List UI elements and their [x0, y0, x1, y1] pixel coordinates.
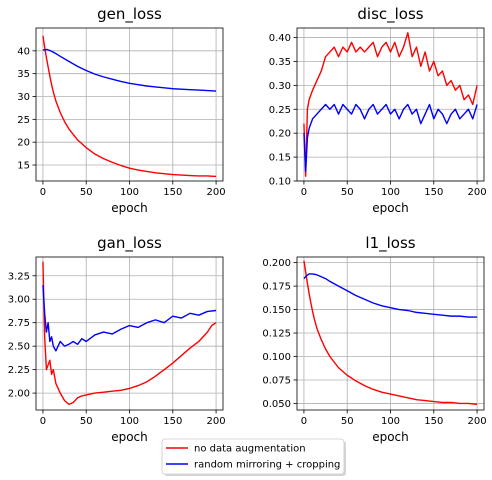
y-tick-label: 0.100	[262, 352, 291, 363]
x-tick-label: 100	[120, 416, 139, 427]
x-tick-label: 50	[341, 416, 354, 427]
subplot-title: l1_loss	[365, 234, 415, 253]
series-line-no-augmentation	[303, 32, 478, 177]
y-tick-label: 2.25	[8, 365, 30, 376]
y-tick-label: 2.00	[8, 389, 30, 400]
x-tick-label: 0	[40, 187, 46, 198]
legend-box	[161, 438, 345, 475]
y-tick-label: 0.200	[262, 258, 291, 269]
legend-entry-label: random mirroring + cropping	[194, 460, 340, 471]
legend: no data augmentation random mirroring + c…	[161, 438, 346, 476]
x-axis-label: epoch	[111, 430, 148, 444]
x-tick-label: 50	[80, 187, 93, 198]
x-axis-label: epoch	[372, 201, 409, 215]
x-axis-label: epoch	[111, 201, 148, 215]
y-tick-label: 0.050	[262, 399, 291, 410]
x-tick-label: 150	[163, 416, 182, 427]
subplot-gan-loss: 0 50 100 150 200 2.00 2.25 2.50 2.75 3.00 3.25 gan_…	[8, 234, 226, 444]
x-tick-label: 200	[468, 187, 487, 198]
series-line-mirroring-cropping	[303, 273, 478, 318]
y-tick-label: 0.25	[269, 105, 291, 116]
series-line-mirroring-cropping	[303, 103, 478, 173]
x-tick-label: 200	[207, 416, 226, 427]
x-tick-label: 150	[163, 187, 182, 198]
x-tick-label: 0	[301, 187, 307, 198]
subplot-title: disc_loss	[357, 5, 423, 24]
series-line-no-augmentation	[303, 260, 478, 406]
y-tick-label: 0.075	[262, 375, 291, 386]
y-tick-label: 0.10	[269, 177, 291, 188]
x-tick-label: 200	[207, 187, 226, 198]
x-tick-label: 0	[301, 416, 307, 427]
series-line-no-augmentation	[42, 261, 217, 406]
y-tick-label: 0.150	[262, 305, 291, 316]
y-tick-label: 0.40	[269, 33, 291, 44]
y-tick-label: 20	[17, 138, 30, 149]
x-axis-label: epoch	[372, 430, 409, 444]
legend-entry-label: no data augmentation	[194, 444, 306, 455]
y-tick-label: 3.00	[8, 295, 30, 306]
x-tick-label: 50	[80, 416, 93, 427]
x-tick-label: 150	[424, 187, 443, 198]
series-line-mirroring-cropping	[42, 48, 217, 92]
y-tick-label: 25	[17, 115, 30, 126]
subplot-title: gan_loss	[97, 234, 162, 253]
y-tick-label: 0.175	[262, 282, 291, 293]
y-tick-label: 15	[17, 161, 30, 172]
y-tick-label: 35	[17, 69, 30, 80]
y-tick-label: 2.75	[8, 318, 30, 329]
subplot-disc-loss: 0 50 100 150 200 0.10 0.15 0.20 0.25 0.30 0.35 0.40…	[269, 5, 487, 215]
y-tick-label: 0.20	[269, 129, 291, 140]
x-tick-label: 100	[120, 187, 139, 198]
x-tick-label: 150	[424, 416, 443, 427]
subplot-l1-loss: 0 50 100 150 200 0.050 0.075 0.100 0.125 0.150 0.1…	[262, 234, 486, 444]
subplot-title: gen_loss	[97, 5, 162, 24]
y-tick-label: 0.35	[269, 57, 291, 68]
series-line-no-augmentation	[42, 35, 217, 178]
y-tick-label: 40	[17, 46, 30, 57]
x-tick-label: 0	[40, 416, 46, 427]
y-tick-label: 2.50	[8, 342, 30, 353]
x-tick-label: 200	[468, 416, 487, 427]
y-tick-label: 0.125	[262, 329, 291, 340]
y-tick-label: 0.30	[269, 81, 291, 92]
y-tick-label: 3.25	[8, 271, 30, 282]
x-tick-label: 50	[341, 187, 354, 198]
y-tick-label: 0.15	[269, 153, 291, 164]
x-tick-label: 100	[381, 187, 400, 198]
y-tick-label: 30	[17, 92, 30, 103]
x-tick-label: 100	[381, 416, 400, 427]
series-line-mirroring-cropping	[42, 285, 217, 352]
